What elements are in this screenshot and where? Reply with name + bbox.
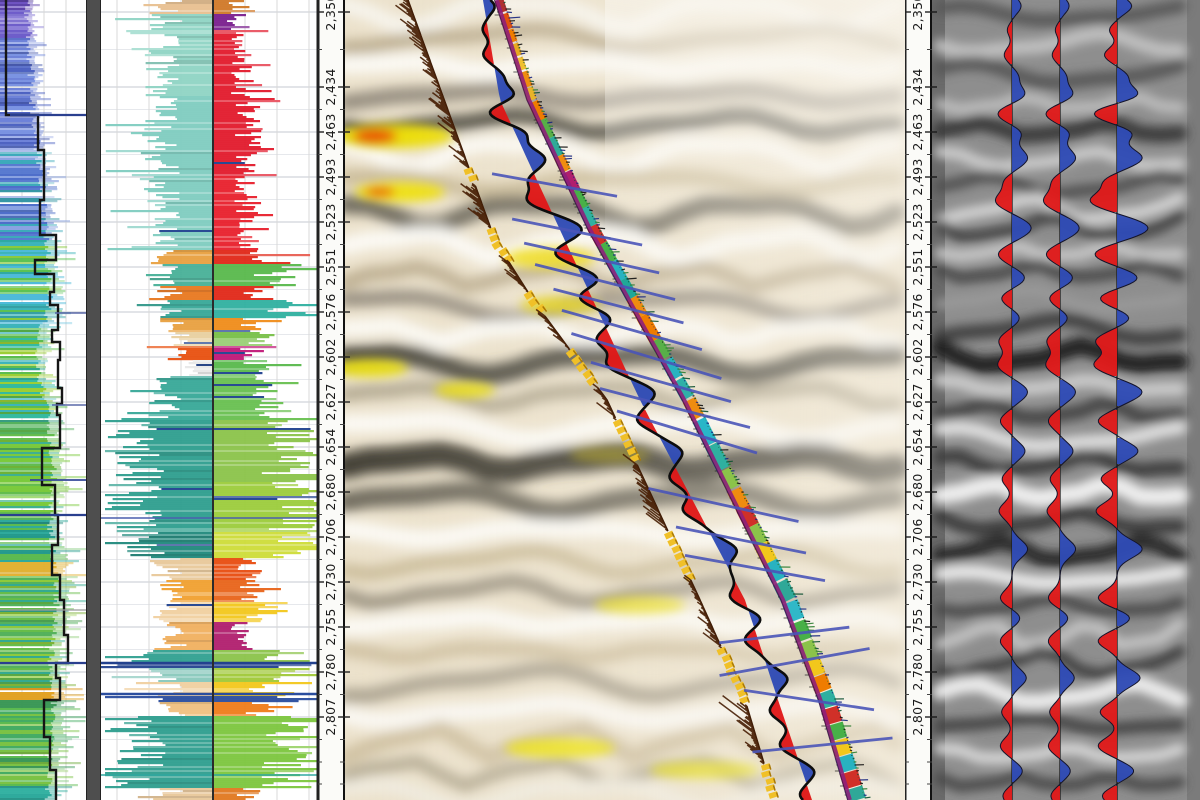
axis-ticks	[318, 11, 345, 785]
axis-tick-label: 2,680	[323, 473, 338, 510]
axis-tick-label: 2,576	[910, 293, 925, 330]
axis-tick-label: 2,680	[910, 473, 925, 510]
log-track-colored-fill[interactable]	[0, 0, 86, 800]
axis-tick-label: 2,654	[323, 428, 338, 465]
axis-tick-label: 2,551	[910, 248, 925, 285]
formation-marker-lines	[0, 113, 86, 665]
axis-tick-label: 2,493	[323, 158, 338, 195]
axis-tick-label: 2,551	[323, 248, 338, 285]
depth-axis-right[interactable]: 2,350 2,434 2,463 2,493 2,523 2,551 2,576 2,602…	[905, 0, 932, 800]
synthetic-wiggle-trace[interactable]	[1089, 0, 1149, 800]
blocked-log-curve	[4, 0, 70, 800]
axis-tick-label: 2,493	[910, 158, 925, 195]
seismic-section-panel[interactable]	[345, 0, 905, 800]
axis-tick-label: 2,602	[910, 338, 925, 375]
axis-tick-label: 2,434	[323, 68, 338, 105]
synthetic-wiggle-curve	[481, 0, 816, 800]
axis-ticks-into-panel	[932, 11, 937, 718]
depth-axis-left[interactable]: 2,350 2,434 2,463 2,493 2,523 2,551 2,576 2,602…	[318, 0, 345, 800]
axis-tick-label: 2,807	[323, 698, 338, 735]
axis-tick-label: 2,654	[910, 428, 925, 465]
log-fill-bars	[0, 0, 86, 800]
axis-ticks-into-panel	[345, 11, 350, 718]
formation-marker-lines	[101, 517, 318, 776]
lithology-column	[493, 0, 866, 800]
borehole-log-track	[395, 0, 779, 799]
synthetic-trace-panel[interactable]	[932, 0, 1200, 800]
axis-tick-labels: 2,350 2,434 2,463 2,493 2,523 2,551 2,576 2,602…	[323, 0, 338, 736]
axis-tick-label: 2,463	[910, 113, 925, 150]
track-divider	[86, 0, 101, 800]
axis-tick-labels: 2,350 2,434 2,463 2,493 2,523 2,551 2,576 2,602…	[910, 0, 925, 736]
axis-tick-label: 2,755	[323, 608, 338, 645]
axis-tick-label: 2,523	[323, 203, 338, 240]
axis-tick-label: 2,350	[323, 0, 338, 31]
axis-ticks	[905, 11, 932, 785]
axis-tick-label: 2,627	[323, 383, 338, 420]
axis-tick-label: 2,627	[910, 383, 925, 420]
axis-tick-label: 2,463	[323, 113, 338, 150]
axis-tick-label: 2,706	[323, 518, 338, 555]
axis-tick-label: 2,602	[323, 338, 338, 375]
synthetic-wiggle-trace[interactable]	[1042, 0, 1080, 800]
column-edge-spikes	[494, 0, 871, 799]
axis-tick-label: 2,434	[910, 68, 925, 105]
mirror-log-bars	[101, 0, 318, 800]
log-track-mirror-bars[interactable]	[101, 0, 318, 800]
synthetic-wiggle-trace[interactable]	[994, 0, 1032, 800]
axis-tick-label: 2,780	[910, 653, 925, 690]
horizon-pick-lines	[491, 172, 893, 754]
axis-tick-label: 2,706	[910, 518, 925, 555]
axis-tick-label: 2,576	[323, 293, 338, 330]
axis-tick-label: 2,807	[910, 698, 925, 735]
axis-tick-label: 2,730	[323, 563, 338, 600]
axis-tick-label: 2,730	[910, 563, 925, 600]
axis-tick-label: 2,755	[910, 608, 925, 645]
axis-tick-label: 2,780	[323, 653, 338, 690]
axis-tick-label: 2,523	[910, 203, 925, 240]
axis-tick-label: 2,350	[910, 0, 925, 31]
